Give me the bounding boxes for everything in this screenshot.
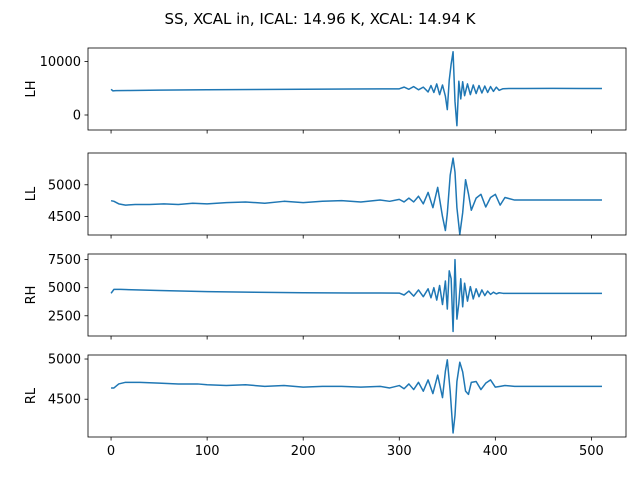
- y-axis-label: RH: [24, 286, 39, 305]
- subplot-stack: 010000LH45005000LL250050007500RH45005000…: [24, 47, 627, 459]
- y-axis-label: LL: [24, 186, 39, 201]
- subplot-ll: 4500 5000 LL: [24, 152, 627, 239]
- subplot-rl: 4500 5000 0 100 200 300 400 500 RL: [24, 353, 627, 459]
- y-tick-label: 10000: [40, 55, 81, 70]
- y-axis-label: RL: [24, 387, 39, 404]
- series-line: [111, 359, 602, 434]
- x-tick-label: 300: [387, 444, 412, 459]
- axes-frame: [87, 47, 627, 131]
- x-tick-label: 200: [291, 444, 316, 459]
- y-tick-label: 5000: [48, 281, 81, 296]
- subplot-rh: 2500 5000 7500 RH: [24, 253, 627, 340]
- x-tick-label: 0: [107, 444, 115, 459]
- y-tick-label: 5000: [48, 353, 81, 368]
- x-tick-label: 500: [579, 444, 604, 459]
- x-tick-label: 400: [483, 444, 508, 459]
- axes-frame: [87, 253, 627, 337]
- axes-frame: [87, 152, 627, 236]
- y-tick-label: 0: [73, 108, 81, 123]
- y-tick-label: 5000: [48, 178, 81, 193]
- y-tick-label: 2500: [48, 309, 81, 324]
- series-line: [110, 51, 602, 127]
- x-tick-label: 100: [195, 444, 220, 459]
- series-line: [110, 258, 602, 333]
- y-tick-label: 4500: [48, 393, 81, 408]
- series-line: [110, 157, 602, 236]
- axes-frame: [87, 354, 627, 438]
- y-tick-label: 4500: [48, 210, 81, 225]
- y-axis-label: LH: [24, 80, 39, 97]
- figure-title: SS, XCAL in, ICAL: 14.96 K, XCAL: 14.94 …: [165, 10, 477, 28]
- y-tick-label: 7500: [48, 253, 81, 268]
